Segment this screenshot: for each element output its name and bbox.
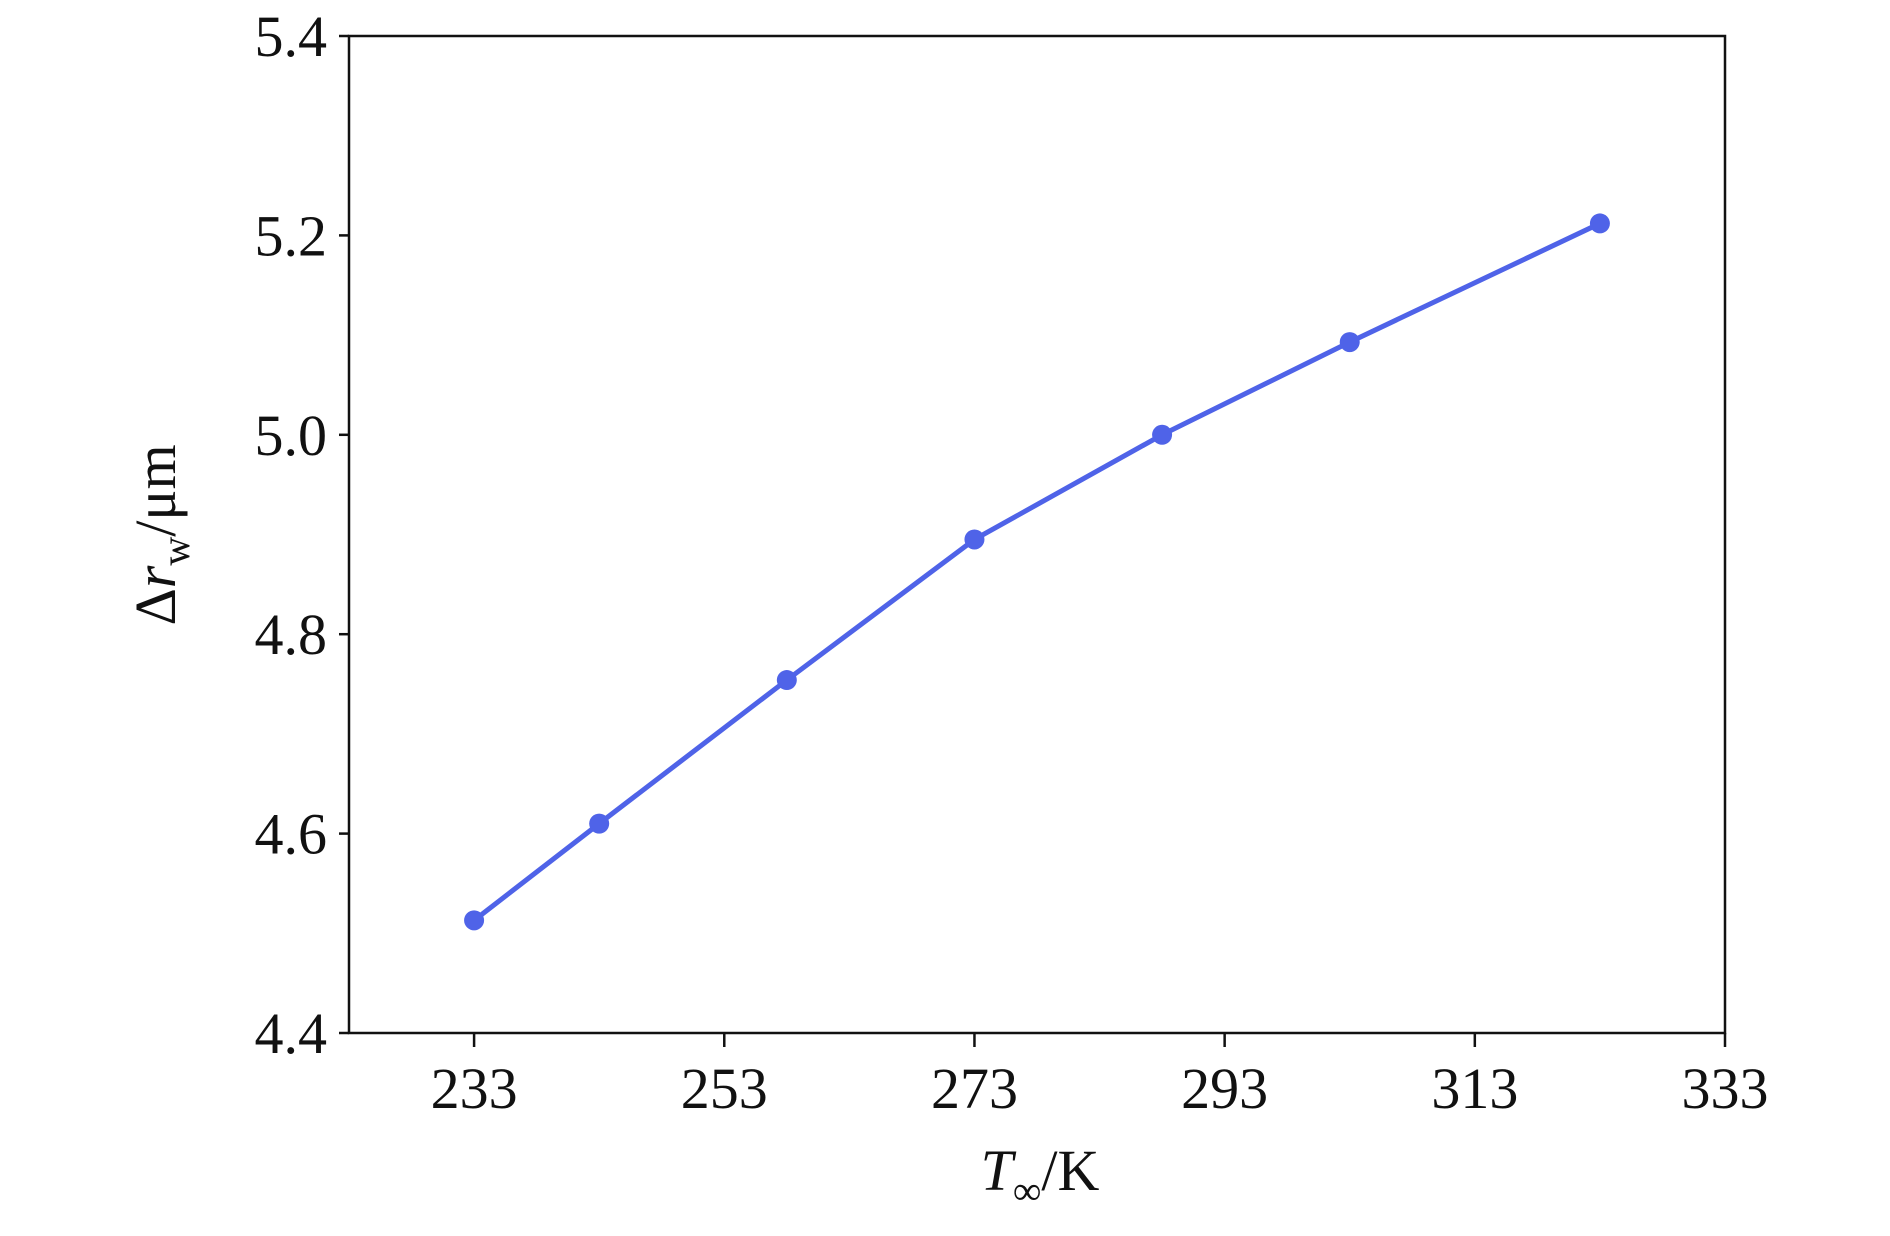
x-axis-title: T∞/K (981, 1138, 1100, 1213)
x-tick-label: 273 (931, 1056, 1018, 1121)
y-tick-label: 5.2 (255, 203, 328, 268)
plot-frame (347, 34, 1727, 1035)
data-point (1152, 424, 1173, 445)
x-tick-label: 333 (1682, 1056, 1769, 1121)
y-tick-label: 5.0 (255, 403, 328, 468)
data-point (589, 813, 610, 834)
x-title-subscript: ∞ (1013, 1168, 1042, 1213)
x-tick-label: 253 (681, 1056, 768, 1121)
data-point (964, 529, 985, 550)
y-title-prefix: Δ (123, 588, 188, 625)
data-line (472, 221, 1601, 923)
x-tick-label: 233 (431, 1056, 518, 1121)
x-title-symbol: T (981, 1138, 1017, 1203)
y-tick-label: 4.4 (255, 1001, 328, 1066)
y-tick-label: 4.8 (255, 602, 328, 667)
y-title-subscript: w (153, 537, 198, 566)
data-point (464, 910, 485, 931)
y-axis-title: Δrw/μm (123, 444, 198, 625)
x-tick-label: 313 (1431, 1056, 1518, 1121)
data-point (1339, 332, 1360, 353)
x-title-unit: /K (1041, 1138, 1099, 1203)
x-tick-label: 293 (1181, 1056, 1268, 1121)
y-title-symbol: r (123, 565, 188, 588)
data-point (776, 670, 797, 691)
y-tick-label: 5.4 (255, 4, 328, 69)
y-title-unit: /μm (123, 444, 188, 536)
data-point (1589, 213, 1610, 234)
y-tick-label: 4.6 (255, 802, 328, 867)
